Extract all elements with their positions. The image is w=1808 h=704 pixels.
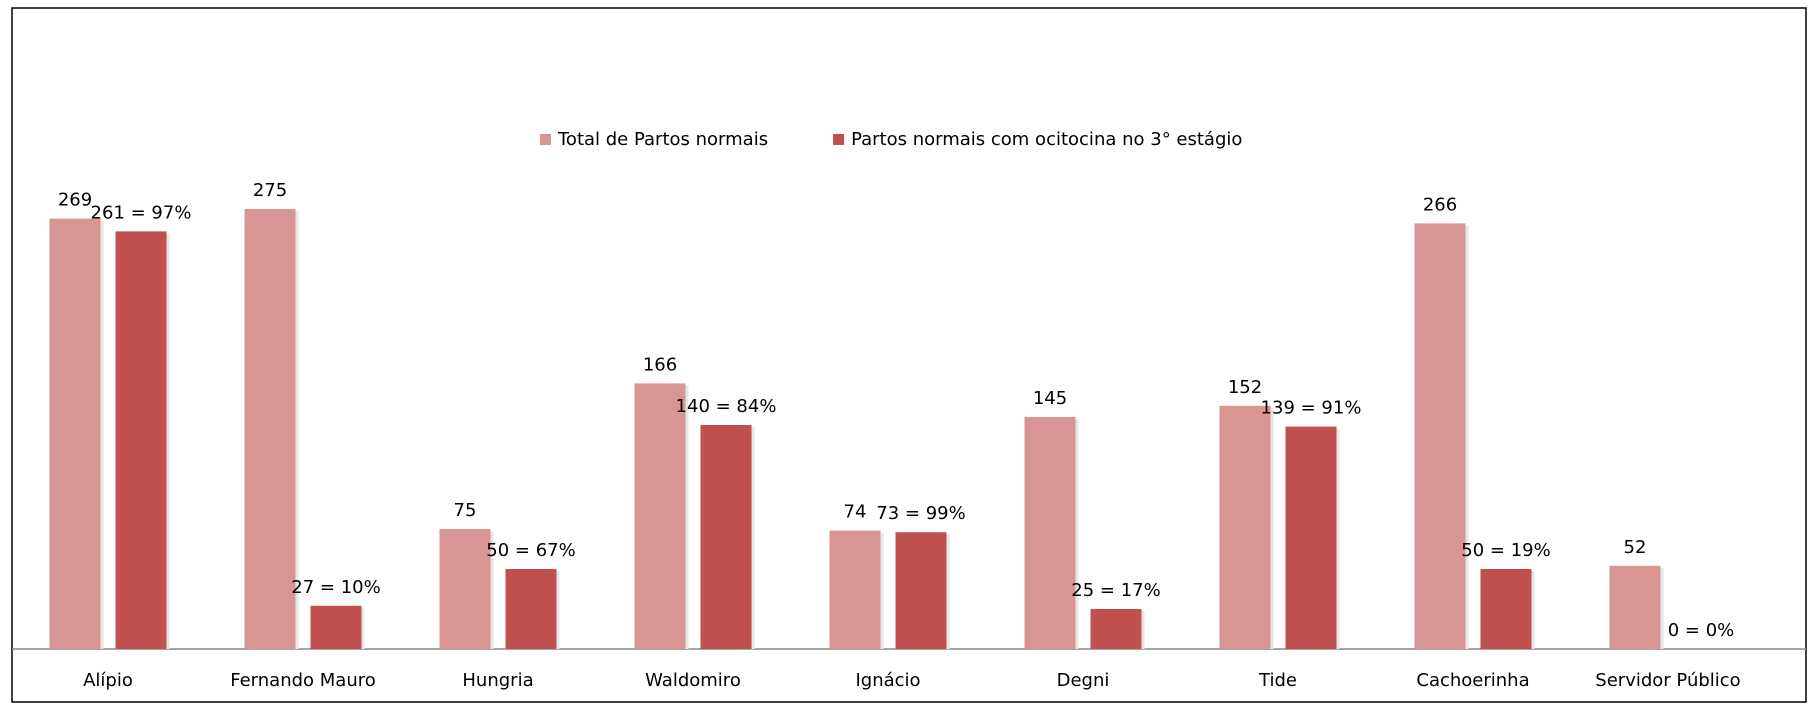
x-tick-label: Tide [1258,670,1297,691]
data-label: 27 = 10% [291,577,380,598]
x-tick-label: Degni [1057,670,1110,691]
data-label: 73 = 99% [876,503,965,524]
legend-swatch [833,134,845,145]
data-label: 269 [58,190,92,211]
x-tick-label: Hungria [462,670,533,691]
bar [1480,569,1532,649]
x-tick-label: Cachoerinha [1416,670,1529,691]
data-label: 139 = 91% [1261,398,1362,419]
legend-label: Total de Partos normais [557,129,768,150]
bar [1090,609,1142,649]
bar [115,231,167,649]
bar [49,218,101,649]
data-label: 0 = 0% [1668,620,1735,641]
bar [1285,426,1337,649]
bar [1219,405,1271,649]
x-tick-label: Ignácio [855,670,920,691]
data-label: 50 = 19% [1461,540,1550,561]
data-label: 166 [643,354,677,375]
x-tick-label: Fernando Mauro [230,670,376,691]
data-label: 261 = 97% [91,202,192,223]
bar [1024,417,1076,649]
x-tick-label: Alípio [83,670,133,691]
data-label: 75 [454,500,477,521]
x-tick-label: Waldomiro [645,670,741,691]
data-label: 152 [1228,377,1262,398]
legend-swatch [540,134,551,145]
data-label: 74 [844,502,867,523]
data-label: 275 [253,180,287,201]
bar [505,569,557,649]
data-label: 145 [1033,388,1067,409]
bar [895,532,947,649]
bar [700,425,752,649]
bar [829,530,881,649]
data-label: 140 = 84% [676,396,777,417]
bar [1414,223,1466,649]
bar [310,605,362,649]
bar [244,209,296,649]
legend-label: Partos normais com ocitocina no 3° estág… [851,129,1242,150]
data-label: 52 [1624,537,1647,558]
data-label: 50 = 67% [486,540,575,561]
bar [634,383,686,649]
data-label: 266 [1423,194,1457,215]
data-label: 25 = 17% [1071,580,1160,601]
bar [1609,565,1661,649]
bar [439,529,491,649]
x-tick-label: Servidor Público [1595,670,1740,691]
